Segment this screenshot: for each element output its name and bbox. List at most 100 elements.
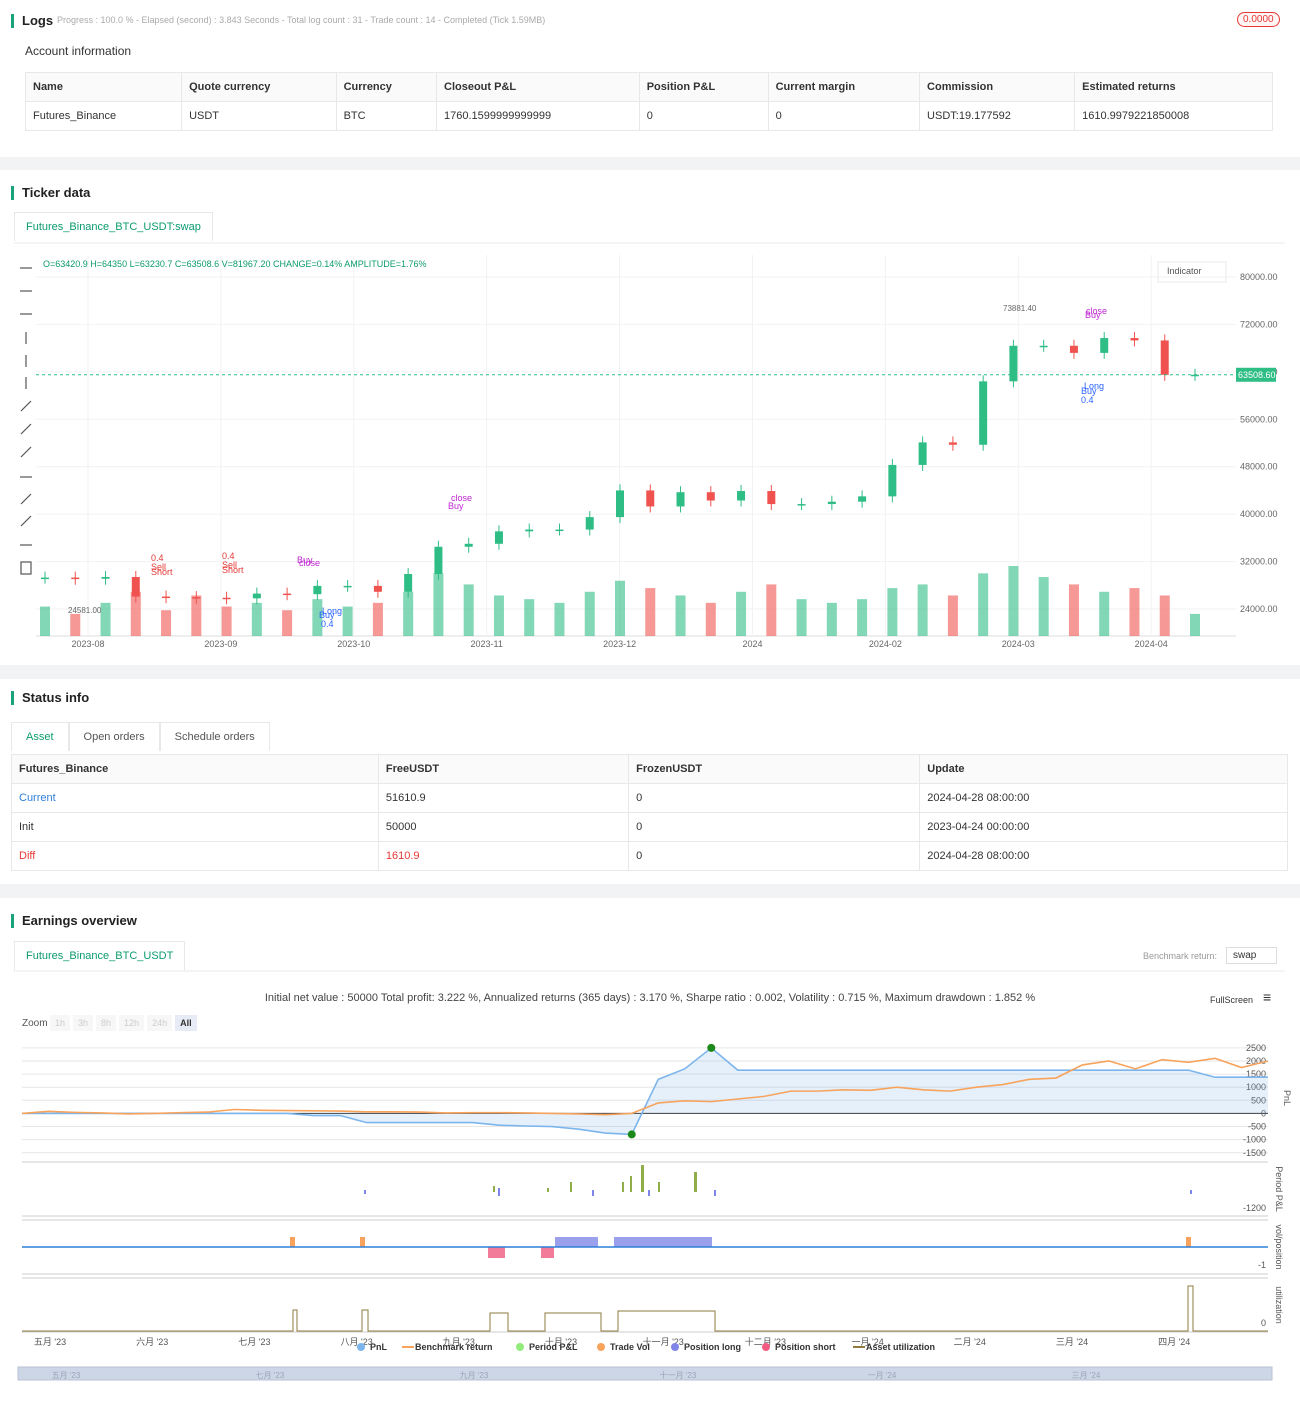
legend-label[interactable]: Benchmark return [415,1342,493,1352]
y-tick-label: 1500 [1246,1069,1266,1079]
cell: Init [11,812,379,842]
candle [101,576,110,579]
volume-bar [221,606,232,636]
status-table: Futures_Binance FreeUSDT FrozenUSDT Update C… [11,754,1288,871]
candle [1039,345,1048,348]
separator [0,157,1300,170]
volume-bar [161,610,172,636]
separator [0,884,1300,898]
zoom-button[interactable]: 3h [73,1015,94,1031]
signal-label: 0.4 [1081,395,1094,405]
tab[interactable]: Futures_Binance_BTC_USDT:swap [14,212,213,241]
volume-bar [40,606,50,636]
volume-bar [917,584,928,636]
benchmark-select[interactable]: swap [1226,947,1278,964]
x-tick-label: 四月 '24 [1158,1337,1190,1347]
indicator[interactable]: Indicator [1167,266,1202,276]
legend-label[interactable]: PnL [370,1342,388,1352]
x-tick-label: 一月 '24 [851,1337,883,1347]
candle [222,597,231,600]
subtitle: Account information [25,44,132,58]
navigator-label: 九月 '23 [460,1371,489,1380]
y-tick-label: 24000.00 [1240,604,1278,614]
cell: 0 [628,783,921,813]
x-tick-label: 2023-08 [71,639,104,649]
legend-label[interactable]: Asset utilization [866,1342,935,1352]
candle [131,576,140,597]
candle [1130,338,1139,341]
navigator[interactable] [17,1366,1273,1381]
y-tick-label: 1000 [1246,1082,1266,1092]
candle [585,517,594,530]
zoom-button[interactable]: 24h [147,1015,173,1031]
cell: Futures_Binance [24,101,183,131]
tab[interactable]: Futures_Binance_BTC_USDT [14,941,186,970]
candle [706,492,715,501]
cell: 51610.9 [377,783,630,813]
header-cell: FrozenUSDT [628,754,921,784]
y-tick-label: 2500 [1246,1043,1266,1053]
last-price-box [1236,367,1276,382]
cell: 0 [628,812,921,842]
menu-icon[interactable]: ≡ [1263,989,1272,1005]
x-tick-label: 2024-02 [869,639,902,649]
legend-symbol [762,1343,770,1351]
volume-bar [705,602,716,636]
extreme-point [627,1130,636,1139]
tab[interactable]: Asset [11,722,69,751]
account-table: Name Quote currency Currency Closeout P&L Po… [24,72,1273,131]
cell: 0 [638,101,769,131]
navigator-label: 三月 '24 [1072,1371,1101,1380]
zoom-button[interactable]: 1h [50,1015,71,1031]
tab[interactable]: Open orders [68,722,160,751]
cell: 2023-04-24 00:00:00 [919,812,1288,842]
legend-label[interactable]: Period P&L [529,1342,578,1352]
candle [283,593,292,596]
volume-bar [857,599,868,636]
volume-bar [70,613,81,636]
legend-label[interactable]: Position long [684,1342,741,1352]
signal-label: 0.4 [222,551,235,561]
zoom-button[interactable]: All [175,1015,197,1031]
header-cell: Name [24,72,183,102]
candle [1069,345,1078,353]
signal-label: Short [151,567,173,577]
fullscreen[interactable]: FullScreen [1210,995,1254,1005]
navigator-label: 一月 '24 [868,1371,897,1380]
legend-symbol [357,1343,365,1351]
legend-label[interactable]: Position short [775,1342,836,1352]
signal-label: Sell [222,560,237,570]
zoom-button[interactable]: 12h [119,1015,145,1031]
low-label: 24581.00 [68,606,102,615]
zoom-button[interactable]: 8h [96,1015,117,1031]
volume-bar [433,573,444,636]
volume-bar [1099,591,1110,636]
y-tick-label: 32000.00 [1240,557,1278,567]
volume-bar [312,599,323,636]
y-tick-label: 48000.00 [1240,462,1278,472]
tab[interactable]: Schedule orders [159,722,270,751]
last-price-label: 63508.60 [1238,370,1276,380]
candle [827,501,836,505]
volume-bar [947,595,958,636]
legend-label[interactable]: Trade Vol [610,1342,650,1352]
candle [676,492,685,507]
candle [1009,345,1018,382]
volume-bar [736,591,747,636]
section-title: Status info [11,691,89,705]
candle [616,490,624,518]
volume-bar [978,573,989,636]
cell: 2024-04-28 08:00:00 [919,783,1288,813]
cell: 0 [767,101,921,131]
candle [434,546,443,575]
volume-bar [887,588,898,636]
volume-bar [1008,566,1019,636]
y-axis-label: PnL [1282,1090,1292,1106]
x-tick-label: 十二月 '23 [745,1336,786,1347]
x-tick-label: 2023-10 [337,639,370,649]
cell: Current [11,783,379,813]
y-tick-label: 2000 [1246,1056,1266,1066]
badge: 0.0000 [1237,12,1280,27]
